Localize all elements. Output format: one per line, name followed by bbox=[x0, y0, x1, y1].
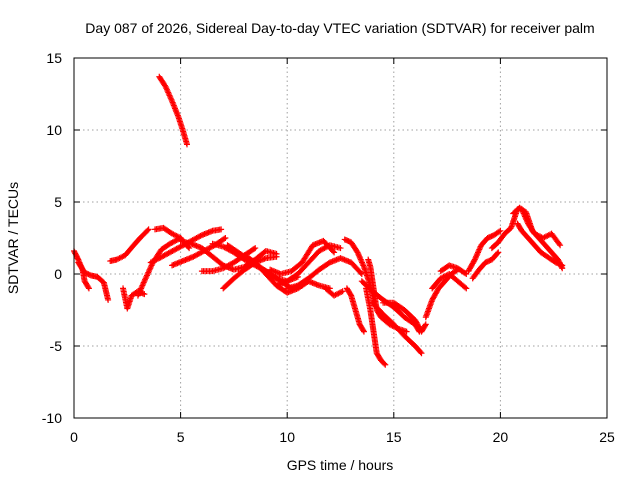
series-arc-28 bbox=[429, 271, 470, 292]
series-arc-17 bbox=[273, 242, 344, 289]
y-axis-label: SDTVAR / TECUs bbox=[5, 182, 21, 294]
data-point bbox=[197, 232, 204, 239]
plot-frame bbox=[73, 57, 608, 419]
data-point bbox=[381, 360, 388, 367]
x-tick-label: 0 bbox=[70, 429, 78, 445]
series-arc-02 bbox=[75, 259, 112, 303]
data-point bbox=[382, 361, 389, 368]
series-arc-29 bbox=[437, 262, 470, 277]
data-point bbox=[418, 350, 425, 357]
axis-ticks: 0 5 10 15 20 25 -10 -5 0 5 10 15 bbox=[42, 50, 615, 445]
data-point bbox=[186, 245, 193, 252]
data-point bbox=[497, 227, 504, 234]
data-point bbox=[339, 288, 346, 295]
data-point bbox=[141, 291, 148, 298]
data-point bbox=[462, 284, 469, 291]
data-point bbox=[183, 141, 190, 148]
series-arc-18 bbox=[284, 255, 365, 292]
chart-title: Day 087 of 2026, Sidereal Day-to-day VTE… bbox=[85, 20, 594, 36]
data-point bbox=[496, 228, 503, 235]
series-arc-35 bbox=[518, 206, 564, 249]
data-point bbox=[347, 291, 354, 298]
data-point bbox=[495, 249, 502, 256]
data-point bbox=[145, 226, 152, 233]
data-point bbox=[556, 240, 563, 247]
series-arc-20 bbox=[341, 236, 378, 306]
x-tick-label: 5 bbox=[177, 429, 185, 445]
y-tick-label: -5 bbox=[50, 338, 63, 354]
data-point bbox=[494, 250, 501, 257]
series-arc-19 bbox=[322, 285, 346, 299]
data-point bbox=[221, 235, 228, 242]
data-point bbox=[330, 248, 337, 255]
data-points bbox=[71, 73, 566, 368]
data-point bbox=[222, 235, 229, 241]
series-arc-07 bbox=[156, 73, 190, 148]
series-arc-26 bbox=[380, 299, 429, 335]
x-tick-label: 10 bbox=[279, 429, 295, 445]
data-point bbox=[360, 327, 367, 334]
data-point bbox=[144, 227, 151, 234]
data-point bbox=[471, 257, 478, 264]
data-point bbox=[403, 328, 410, 335]
series-arc-10 bbox=[177, 237, 280, 273]
data-point bbox=[218, 226, 225, 233]
y-tick-label: 10 bbox=[46, 122, 62, 138]
data-point bbox=[337, 245, 344, 252]
data-point bbox=[85, 285, 92, 292]
y-tick-label: -10 bbox=[42, 410, 62, 426]
data-point bbox=[462, 270, 469, 277]
data-point bbox=[251, 245, 258, 252]
data-point bbox=[357, 269, 364, 276]
x-tick-label: 15 bbox=[386, 429, 402, 445]
data-point bbox=[252, 245, 259, 252]
y-tick-label: 15 bbox=[46, 50, 62, 66]
data-point bbox=[557, 242, 564, 249]
data-point bbox=[273, 253, 280, 260]
series-arc-30 bbox=[465, 227, 504, 275]
x-axis-label: GPS time / hours bbox=[287, 457, 394, 473]
series-arc-25 bbox=[369, 299, 425, 357]
y-tick-label: 0 bbox=[54, 266, 62, 282]
data-point bbox=[422, 322, 429, 329]
data-point bbox=[74, 255, 81, 262]
x-tick-label: 25 bbox=[599, 429, 615, 445]
y-tick-label: 5 bbox=[54, 194, 62, 210]
series-arc-31 bbox=[469, 249, 502, 282]
series-arc-21 bbox=[343, 285, 367, 335]
data-point bbox=[85, 284, 92, 291]
data-point bbox=[463, 285, 470, 292]
data-point bbox=[559, 262, 566, 269]
series-arc-04 bbox=[120, 285, 148, 312]
data-point bbox=[331, 249, 338, 256]
data-point bbox=[105, 296, 112, 303]
series-arc-16 bbox=[267, 237, 338, 277]
data-point bbox=[422, 321, 429, 328]
data-point bbox=[417, 349, 424, 356]
series-arc-03 bbox=[107, 226, 152, 265]
series-arc-34 bbox=[514, 220, 566, 269]
data-point bbox=[360, 328, 367, 335]
x-tick-label: 20 bbox=[493, 429, 509, 445]
